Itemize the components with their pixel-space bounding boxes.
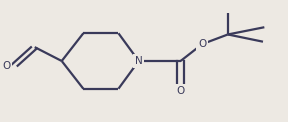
Text: O: O: [198, 39, 206, 49]
Text: N: N: [135, 56, 143, 66]
Text: O: O: [177, 86, 185, 96]
Text: O: O: [2, 61, 10, 71]
